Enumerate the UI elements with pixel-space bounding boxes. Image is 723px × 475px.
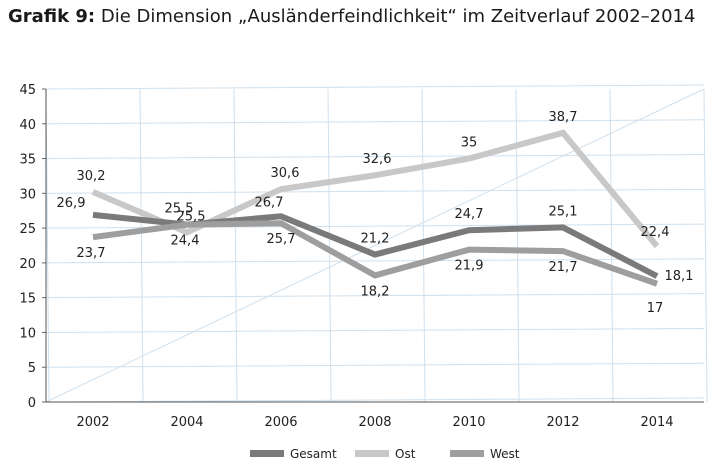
chart-title: Grafik 9: Die Dimension „Ausländerfeindl… <box>8 6 695 27</box>
x-tick-label: 2010 <box>452 415 485 430</box>
gridline-x <box>327 88 332 403</box>
chart-title-bold: Grafik 9: <box>8 6 96 27</box>
data-label-gesamt: 18,1 <box>665 269 694 284</box>
data-label-west: 21,9 <box>455 259 484 274</box>
data-label-ost: 35 <box>461 136 478 151</box>
gridline-y <box>45 362 705 368</box>
gridline-x <box>139 88 144 403</box>
y-tick-label: 40 <box>19 118 36 133</box>
data-label-ost: 32,6 <box>363 152 392 167</box>
gridline-y <box>45 397 705 403</box>
gridline-diagonal <box>45 88 705 403</box>
legend-label-ost: Ost <box>395 447 416 461</box>
gridline-x <box>515 88 520 403</box>
x-tick-label: 2008 <box>358 415 391 430</box>
gridline-y <box>45 119 705 125</box>
series-line-west <box>92 220 658 287</box>
gridline-x <box>233 88 238 403</box>
series-line-ost <box>91 129 660 249</box>
x-tick-label: 2002 <box>76 415 109 430</box>
data-label-gesamt: 26,9 <box>57 196 86 211</box>
axes: 0 5 10 15 20 25 30 35 40 45 2002 2004 2006 2008 2010 20… <box>19 83 704 430</box>
legend-swatch-west <box>450 450 484 457</box>
y-tick-label: 5 <box>28 361 36 376</box>
y-tick-label: 0 <box>28 396 36 411</box>
gridline-x <box>421 88 426 403</box>
y-tick-label: 10 <box>19 326 36 341</box>
data-label-gesamt: 25,5 <box>165 202 194 217</box>
x-tick-label: 2004 <box>170 415 203 430</box>
gridline-y <box>45 258 705 264</box>
x-tick-label: 2012 <box>546 415 579 430</box>
y-tick-label: 45 <box>19 83 36 98</box>
y-tick-label: 30 <box>19 187 36 202</box>
data-label-gesamt: 24,7 <box>455 207 484 222</box>
y-tick-label: 15 <box>19 292 36 307</box>
data-label-west: 17 <box>647 301 664 316</box>
data-labels: 26,9 25,5 26,7 21,2 24,7 25,1 18,1 30,2 25,5 30,6… <box>57 110 694 316</box>
legend-swatch-ost <box>355 450 389 457</box>
data-label-ost: 30,6 <box>271 166 300 181</box>
gridline-y <box>45 188 705 194</box>
x-tick-label: 2006 <box>264 415 297 430</box>
data-label-ost: 22,4 <box>641 225 670 240</box>
data-label-ost: 38,7 <box>549 110 578 125</box>
y-tick-label: 25 <box>19 222 36 237</box>
legend-label-gesamt: Gesamt <box>290 447 337 461</box>
gridline-y <box>45 154 705 160</box>
legend-swatch-gesamt <box>250 450 284 457</box>
data-label-ost: 30,2 <box>77 169 106 184</box>
data-label-gesamt: 26,7 <box>255 195 284 210</box>
gridline-y <box>45 293 705 299</box>
data-label-west: 25,7 <box>267 232 296 247</box>
gridline-x <box>703 88 708 403</box>
y-tick-label: 20 <box>19 257 36 272</box>
legend-label-west: West <box>490 447 520 461</box>
series-lines <box>91 129 660 287</box>
y-tick-label: 35 <box>19 153 36 168</box>
data-label-west: 18,2 <box>361 284 390 299</box>
data-label-gesamt: 25,1 <box>549 204 578 219</box>
x-tick-label: 2014 <box>640 415 673 430</box>
data-label-west: 23,7 <box>77 246 106 261</box>
data-label-west: 24,4 <box>171 234 200 249</box>
gridline-x <box>609 88 614 403</box>
data-label-ost: 25,5 <box>177 209 206 224</box>
data-label-west: 21,7 <box>549 260 578 275</box>
gridline-y <box>45 84 705 90</box>
chart-title-rest: Die Dimension „Ausländerfeindlichkeit“ i… <box>95 6 696 27</box>
data-label-gesamt: 21,2 <box>361 232 390 247</box>
gridline-y <box>45 327 705 333</box>
legend: Gesamt Ost West <box>250 447 520 461</box>
